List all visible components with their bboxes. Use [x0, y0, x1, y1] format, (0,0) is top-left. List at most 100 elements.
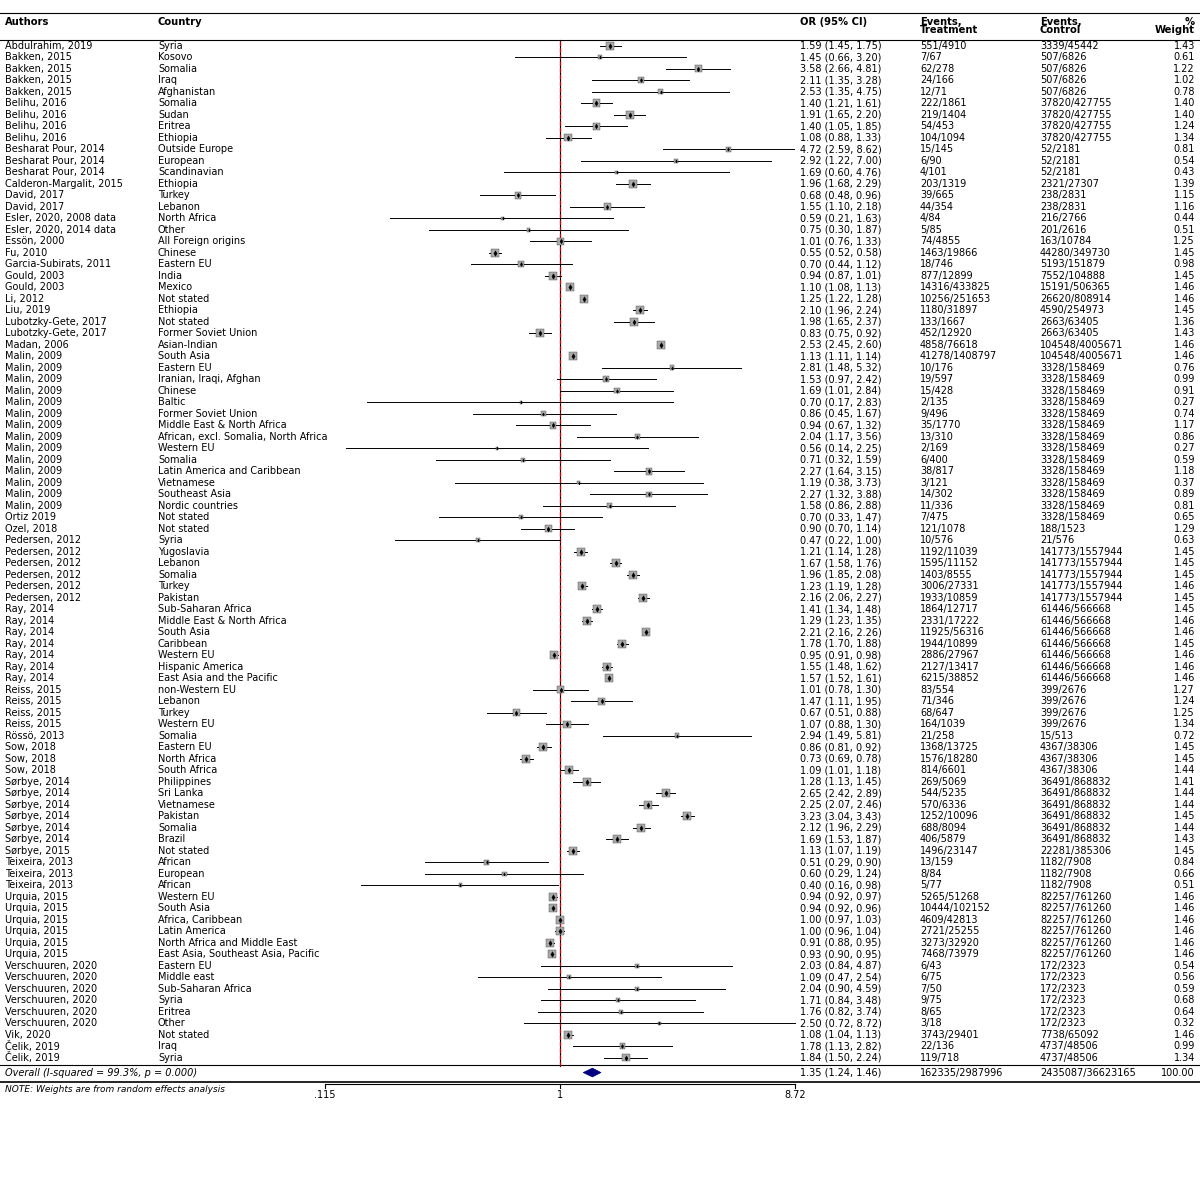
Bar — [551, 652, 558, 659]
Bar — [557, 686, 564, 694]
Text: Ethiopia: Ethiopia — [158, 179, 198, 188]
Text: 0.40 (0.16, 0.98): 0.40 (0.16, 0.98) — [800, 881, 881, 890]
Text: 1.01 (0.78, 1.30): 1.01 (0.78, 1.30) — [800, 685, 881, 695]
Text: Garcia-Subirats, 2011: Garcia-Subirats, 2011 — [5, 259, 112, 269]
Text: 877/12899: 877/12899 — [920, 271, 973, 281]
Text: 2.21 (2.16, 2.26): 2.21 (2.16, 2.26) — [800, 628, 882, 637]
Bar — [636, 306, 644, 314]
Text: 5/77: 5/77 — [920, 881, 942, 890]
Text: Somalia: Somalia — [158, 455, 197, 464]
Text: 219/1404: 219/1404 — [920, 109, 966, 120]
Text: 544/5235: 544/5235 — [920, 788, 967, 798]
Text: Eastern EU: Eastern EU — [158, 743, 211, 752]
Text: Syria: Syria — [158, 995, 182, 1006]
Text: 1.18: 1.18 — [1174, 467, 1195, 476]
Text: 1.40: 1.40 — [1174, 109, 1195, 120]
Text: 2.12 (1.96, 2.29): 2.12 (1.96, 2.29) — [800, 823, 882, 833]
Text: 3328/158469: 3328/158469 — [1040, 478, 1105, 487]
Text: 1933/10859: 1933/10859 — [920, 593, 978, 602]
Bar — [458, 883, 462, 887]
Bar — [558, 238, 564, 245]
Text: 0.27: 0.27 — [1174, 443, 1195, 454]
Text: 1.98 (1.65, 2.37): 1.98 (1.65, 2.37) — [800, 317, 882, 326]
Text: Chinese: Chinese — [158, 385, 197, 396]
Text: Kosovo: Kosovo — [158, 53, 192, 62]
Bar — [565, 767, 574, 774]
Text: 0.83 (0.75, 0.92): 0.83 (0.75, 0.92) — [800, 329, 882, 338]
Text: Besharat Pour, 2014: Besharat Pour, 2014 — [5, 156, 104, 166]
Text: 406/5879: 406/5879 — [920, 834, 966, 845]
Text: 119/718: 119/718 — [920, 1052, 960, 1063]
Text: 1.24: 1.24 — [1174, 121, 1195, 131]
Text: 7/67: 7/67 — [920, 53, 942, 62]
Text: 141773/1557944: 141773/1557944 — [1040, 547, 1123, 557]
Text: Pedersen, 2012: Pedersen, 2012 — [5, 547, 82, 557]
Text: 399/2676: 399/2676 — [1040, 708, 1086, 718]
Text: Middle East & North Africa: Middle East & North Africa — [158, 420, 287, 431]
Bar — [556, 928, 564, 935]
Text: 1.45: 1.45 — [1174, 547, 1195, 557]
Text: 7468/73979: 7468/73979 — [920, 949, 979, 959]
Bar — [550, 422, 557, 428]
Text: Hispanic America: Hispanic America — [158, 661, 244, 672]
Text: 4590/254973: 4590/254973 — [1040, 305, 1105, 316]
Text: 1.23 (1.19, 1.28): 1.23 (1.19, 1.28) — [800, 581, 881, 592]
Text: All Foreign origins: All Foreign origins — [158, 236, 245, 246]
Text: 1.46: 1.46 — [1174, 628, 1195, 637]
Text: Sørbye, 2014: Sørbye, 2014 — [5, 823, 70, 833]
Text: Malin, 2009: Malin, 2009 — [5, 478, 62, 487]
Bar — [545, 526, 552, 533]
Text: 1368/13725: 1368/13725 — [920, 743, 979, 752]
Text: 0.51: 0.51 — [1174, 224, 1195, 235]
Text: David, 2017: David, 2017 — [5, 191, 65, 200]
Text: Eastern EU: Eastern EU — [158, 259, 211, 269]
Text: 0.56: 0.56 — [1174, 972, 1195, 983]
Text: Somalia: Somalia — [158, 64, 197, 73]
Text: 6/43: 6/43 — [920, 961, 942, 971]
Text: Former Soviet Union: Former Soviet Union — [158, 409, 257, 419]
Text: Verschuuren, 2020: Verschuuren, 2020 — [5, 984, 97, 994]
Text: European: European — [158, 869, 204, 878]
Text: Lebanon: Lebanon — [158, 558, 200, 569]
Bar — [556, 916, 564, 924]
Text: Western EU: Western EU — [158, 443, 215, 454]
Text: 1.09 (1.01, 1.18): 1.09 (1.01, 1.18) — [800, 766, 881, 775]
Text: 0.56 (0.14, 2.25): 0.56 (0.14, 2.25) — [800, 443, 882, 454]
Text: 15/428: 15/428 — [920, 385, 954, 396]
Text: 11/336: 11/336 — [920, 500, 954, 511]
Text: Brazil: Brazil — [158, 834, 185, 845]
Text: 9/75: 9/75 — [920, 995, 942, 1006]
Text: 39/665: 39/665 — [920, 191, 954, 200]
Bar — [616, 170, 618, 174]
Text: 3743/29401: 3743/29401 — [920, 1030, 979, 1039]
Text: 36491/868832: 36491/868832 — [1040, 799, 1111, 810]
Text: 2.81 (1.48, 5.32): 2.81 (1.48, 5.32) — [800, 362, 882, 373]
Text: 1403/8555: 1403/8555 — [920, 570, 973, 580]
Text: Outside Europe: Outside Europe — [158, 144, 233, 155]
Text: 1182/7908: 1182/7908 — [1040, 857, 1092, 868]
Text: Malin, 2009: Malin, 2009 — [5, 374, 62, 384]
Text: 507/6826: 507/6826 — [1040, 64, 1086, 73]
Text: 2.50 (0.72, 8.72): 2.50 (0.72, 8.72) — [800, 1019, 882, 1028]
Text: Sub-Saharan Africa: Sub-Saharan Africa — [158, 605, 252, 614]
Text: 1.40 (1.05, 1.85): 1.40 (1.05, 1.85) — [800, 121, 881, 131]
Text: 2663/63405: 2663/63405 — [1040, 317, 1099, 326]
Text: Teixeira, 2013: Teixeira, 2013 — [5, 881, 73, 890]
Text: 61446/566668: 61446/566668 — [1040, 638, 1111, 649]
Text: Vietnamese: Vietnamese — [158, 478, 216, 487]
Text: 12/71: 12/71 — [920, 86, 948, 97]
Text: 1.34: 1.34 — [1174, 1052, 1195, 1063]
Text: non-Western EU: non-Western EU — [158, 685, 236, 695]
Text: Sørbye, 2015: Sørbye, 2015 — [5, 846, 70, 856]
Text: 2.27 (1.64, 3.15): 2.27 (1.64, 3.15) — [800, 467, 882, 476]
Text: Philippines: Philippines — [158, 776, 211, 787]
Text: Belihu, 2016: Belihu, 2016 — [5, 121, 67, 131]
Text: 0.44: 0.44 — [1174, 214, 1195, 223]
Bar — [569, 353, 577, 360]
Text: Afghanistan: Afghanistan — [158, 86, 216, 97]
Bar — [614, 388, 619, 394]
Text: Ethiopia: Ethiopia — [158, 133, 198, 143]
Text: 1.08 (1.04, 1.13): 1.08 (1.04, 1.13) — [800, 1030, 881, 1039]
Text: 104/1094: 104/1094 — [920, 133, 966, 143]
Text: 1.46: 1.46 — [1174, 294, 1195, 304]
